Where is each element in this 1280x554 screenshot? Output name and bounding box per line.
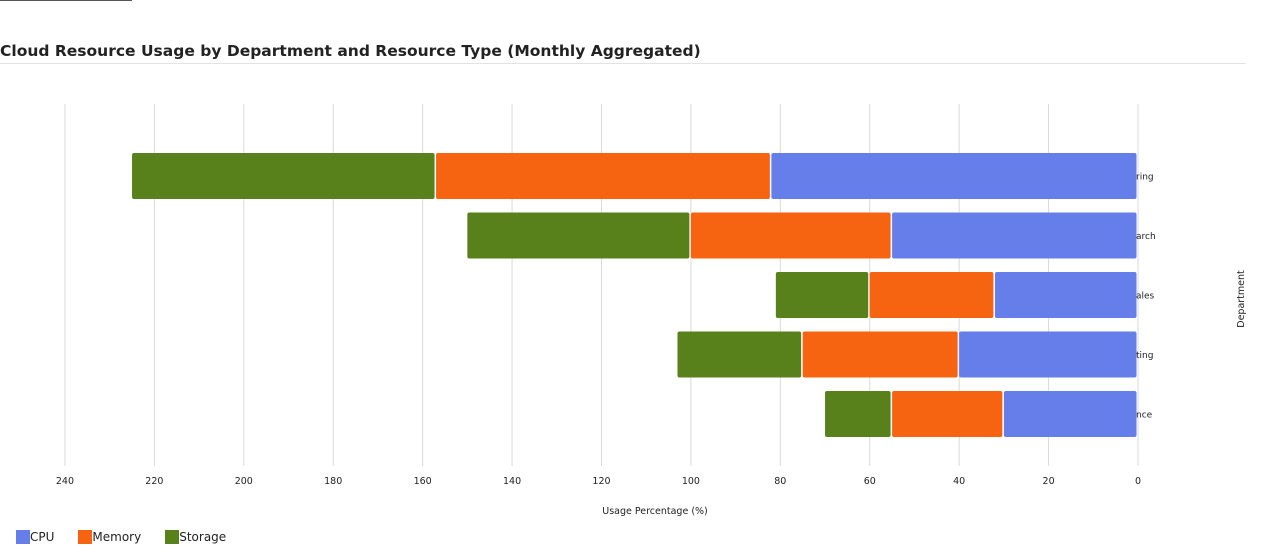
x-tick-label: 240 <box>56 476 74 487</box>
x-tick-label: 180 <box>324 476 342 487</box>
legend-label: CPU <box>30 530 55 544</box>
legend-swatch <box>16 530 30 544</box>
bar-cpu-nce <box>1003 391 1137 437</box>
x-tick-label: 100 <box>682 476 700 487</box>
bar-storage-arch <box>467 212 690 259</box>
bar-cpu-arch <box>892 212 1137 259</box>
x-tick-label: 40 <box>953 476 965 487</box>
y-category-label: ring <box>1136 173 1154 183</box>
legend-item-storage[interactable]: Storage <box>165 530 226 544</box>
bar-storage-nce <box>825 391 891 437</box>
x-tick-label: 140 <box>503 476 521 487</box>
x-tick-label: 20 <box>1043 476 1055 487</box>
y-category-label: ting <box>1136 351 1153 361</box>
x-tick-label: 200 <box>235 476 253 487</box>
x-tick-label: 120 <box>592 476 610 487</box>
y-category-label: arch <box>1136 232 1156 242</box>
chart-title: Cloud Resource Usage by Department and R… <box>0 42 701 60</box>
chart-legend: CPU Memory Storage <box>16 530 250 544</box>
x-tick-label: 60 <box>864 476 876 487</box>
bar-storage-ring <box>132 153 435 199</box>
legend-label: Memory <box>92 530 142 544</box>
top-rule <box>0 0 132 1</box>
y-category-label: nce <box>1136 411 1153 421</box>
bar-storage-ales <box>775 272 869 318</box>
legend-label: Storage <box>179 530 227 544</box>
y-category-label: ales <box>1136 292 1155 302</box>
bar-memory-ring <box>436 153 770 199</box>
bar-memory-arch <box>690 212 891 259</box>
legend-item-memory[interactable]: Memory <box>78 530 141 544</box>
bar-cpu-ales <box>994 272 1137 318</box>
legend-item-cpu[interactable]: CPU <box>16 530 54 544</box>
x-tick-label: 160 <box>414 476 432 487</box>
x-tick-label: 80 <box>774 476 786 487</box>
title-divider <box>0 63 1246 64</box>
x-axis-label: Usage Percentage (%) <box>602 506 708 517</box>
bar-memory-ting <box>802 331 958 378</box>
legend-swatch <box>78 530 93 544</box>
bar-memory-ales <box>869 272 994 318</box>
x-tick-label: 220 <box>145 476 163 487</box>
bar-memory-nce <box>892 391 1003 437</box>
x-tick-label: 0 <box>1135 476 1141 487</box>
bar-cpu-ring <box>771 153 1137 199</box>
y-axis-label: Department <box>1236 270 1247 328</box>
bar-cpu-ting <box>959 331 1137 378</box>
legend-swatch <box>165 530 180 544</box>
bar-storage-ting <box>677 331 802 378</box>
